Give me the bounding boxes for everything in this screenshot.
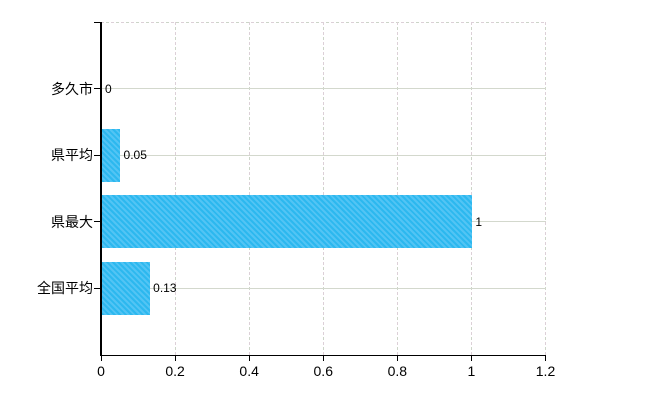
bar-4: [101, 261, 150, 315]
vertical-gridline: [174, 22, 176, 355]
category-label: 県平均: [51, 147, 93, 164]
x-axis-tick-label: 1: [467, 363, 476, 379]
category-label: 多久市: [51, 80, 93, 97]
value-label: 0.13: [153, 281, 177, 296]
x-axis-tick: [470, 355, 472, 361]
bar-3: [101, 195, 472, 249]
vertical-gridline: [322, 22, 324, 355]
x-axis-tick: [174, 355, 176, 361]
x-axis-tick-label: 0.4: [239, 363, 259, 379]
category-label: 全国平均: [37, 280, 93, 297]
value-label: 1: [475, 214, 483, 229]
value-label: 0: [105, 81, 112, 96]
x-axis-tick: [396, 355, 398, 361]
y-axis-tick: [94, 88, 101, 90]
x-axis-tick-label: 0: [97, 363, 105, 379]
x-axis-tick: [100, 355, 102, 361]
category-label: 県最大: [51, 213, 93, 230]
y-axis-tick: [94, 221, 101, 223]
y-axis-tick: [94, 21, 101, 23]
x-axis-tick-label: 0.2: [165, 363, 185, 379]
x-axis-tick-label: 0.8: [387, 363, 408, 379]
horizontal-gridline: [101, 88, 546, 90]
horizontal-gridline: [101, 154, 546, 156]
x-axis-tick: [322, 355, 324, 361]
bar-2: [101, 128, 121, 182]
vertical-gridline: [470, 22, 472, 355]
x-axis-tick: [248, 355, 250, 361]
value-label: 0.05: [123, 148, 147, 163]
horizontal-gridline: [101, 287, 546, 289]
vertical-gridline: [248, 22, 250, 355]
vertical-gridline: [545, 22, 546, 355]
vertical-gridline: [396, 22, 398, 355]
x-axis-tick-label: 0.6: [313, 363, 333, 379]
x-axis-tick: [545, 355, 546, 361]
x-axis-tick-label: 1.2: [535, 363, 556, 379]
y-axis-line: [100, 22, 102, 356]
y-axis-tick: [94, 154, 101, 156]
y-axis-tick: [94, 287, 101, 289]
